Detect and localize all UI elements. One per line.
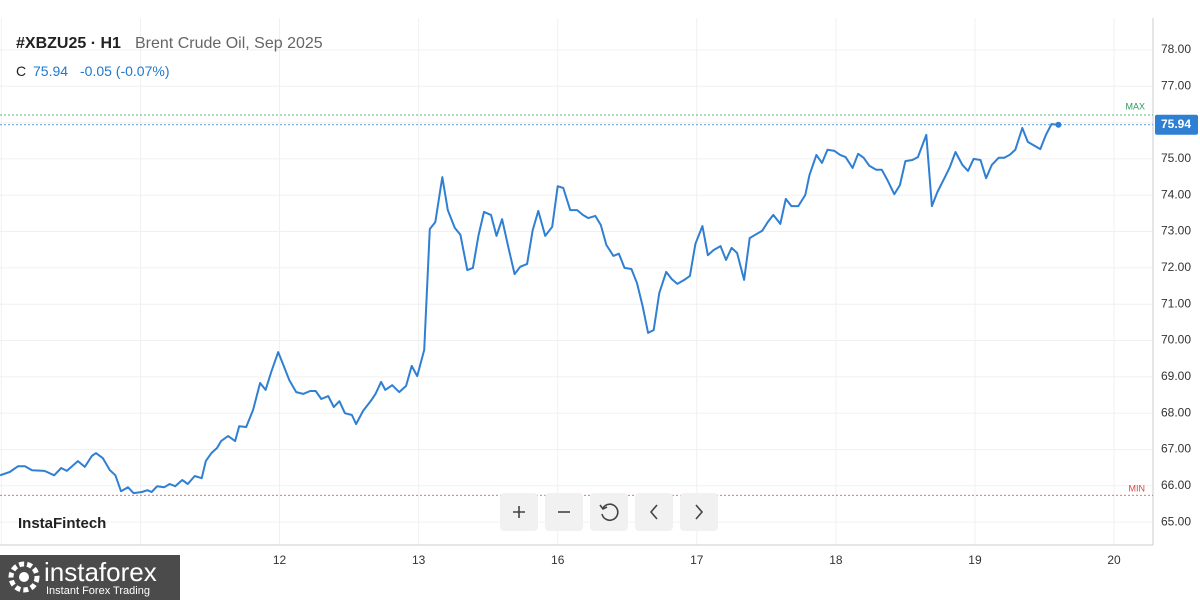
logo-box: instaforex Instant Forex Trading xyxy=(0,555,180,600)
y-tick-label: 74.00 xyxy=(1161,187,1191,201)
reset[interactable] xyxy=(590,493,628,531)
scroll-right[interactable] xyxy=(680,493,718,531)
zoom-in[interactable] xyxy=(500,493,538,531)
minus-icon xyxy=(558,511,570,513)
x-tick-label: 13 xyxy=(412,553,426,567)
watermark: InstaFintech xyxy=(18,515,107,532)
last-point xyxy=(1055,121,1062,128)
price-tag-label: 75.94 xyxy=(1161,117,1191,131)
y-tick-label: 73.00 xyxy=(1161,224,1191,238)
change: -0.05 (-0.07%) xyxy=(80,63,170,79)
price-line xyxy=(0,123,1059,495)
y-tick-label: 75.00 xyxy=(1161,151,1191,165)
x-tick-label: 20 xyxy=(1107,553,1121,567)
scroll-left[interactable] xyxy=(635,493,673,531)
y-tick-label: 65.00 xyxy=(1161,514,1191,528)
price-tag xyxy=(1155,114,1198,135)
x-tick-label: 16 xyxy=(551,553,565,567)
x-tick-label: 12 xyxy=(273,553,287,567)
symbol: #XBZU25 · H1 xyxy=(16,35,121,52)
y-tick-label: 71.00 xyxy=(1161,296,1191,310)
y-tick-label: 72.00 xyxy=(1161,260,1191,274)
close-prefix: C xyxy=(16,63,27,79)
y-tick-label: 78.00 xyxy=(1161,42,1191,56)
x-tick-label: 18 xyxy=(829,553,843,567)
y-tick-label: 66.00 xyxy=(1161,478,1191,492)
logo-icon xyxy=(8,561,40,593)
min-line-label: MIN xyxy=(1129,484,1146,494)
zoom-out[interactable] xyxy=(545,493,583,531)
reset-icon xyxy=(599,503,619,521)
close-value: 75.94 xyxy=(33,63,69,79)
max-line-label: MAX xyxy=(1125,101,1145,111)
y-tick-label: 70.00 xyxy=(1161,333,1191,347)
logo-tagline: Instant Forex Trading xyxy=(46,585,150,597)
right-icon xyxy=(695,504,704,520)
y-tick-label: 68.00 xyxy=(1161,405,1191,419)
instrument-name: Brent Crude Oil, Sep 2025 xyxy=(135,35,323,52)
plus-icon xyxy=(513,506,525,518)
x-tick-label: 19 xyxy=(968,553,982,567)
y-tick-label: 77.00 xyxy=(1161,78,1191,92)
y-tick-label: 67.00 xyxy=(1161,442,1191,456)
left-icon xyxy=(649,504,658,520)
y-tick-label: 69.00 xyxy=(1161,369,1191,383)
x-tick-label: 17 xyxy=(690,553,704,567)
logo-name: instaforex xyxy=(44,557,157,587)
